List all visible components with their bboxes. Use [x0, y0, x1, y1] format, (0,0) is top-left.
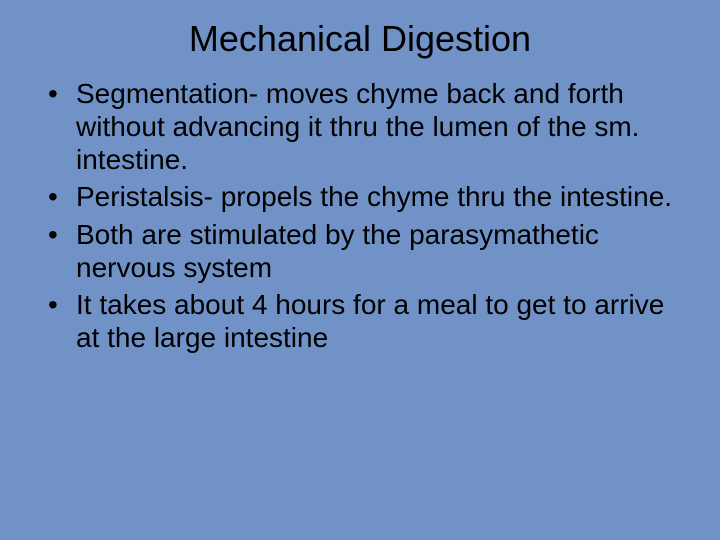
list-item: Both are stimulated by the parasymatheti… — [48, 218, 686, 284]
list-item: Segmentation- moves chyme back and forth… — [48, 77, 686, 176]
slide: Mechanical Digestion Segmentation- moves… — [0, 0, 720, 540]
list-item: Peristalsis- propels the chyme thru the … — [48, 180, 686, 213]
bullet-list: Segmentation- moves chyme back and forth… — [34, 77, 686, 353]
slide-title: Mechanical Digestion — [34, 18, 686, 59]
list-item: It takes about 4 hours for a meal to get… — [48, 288, 686, 354]
